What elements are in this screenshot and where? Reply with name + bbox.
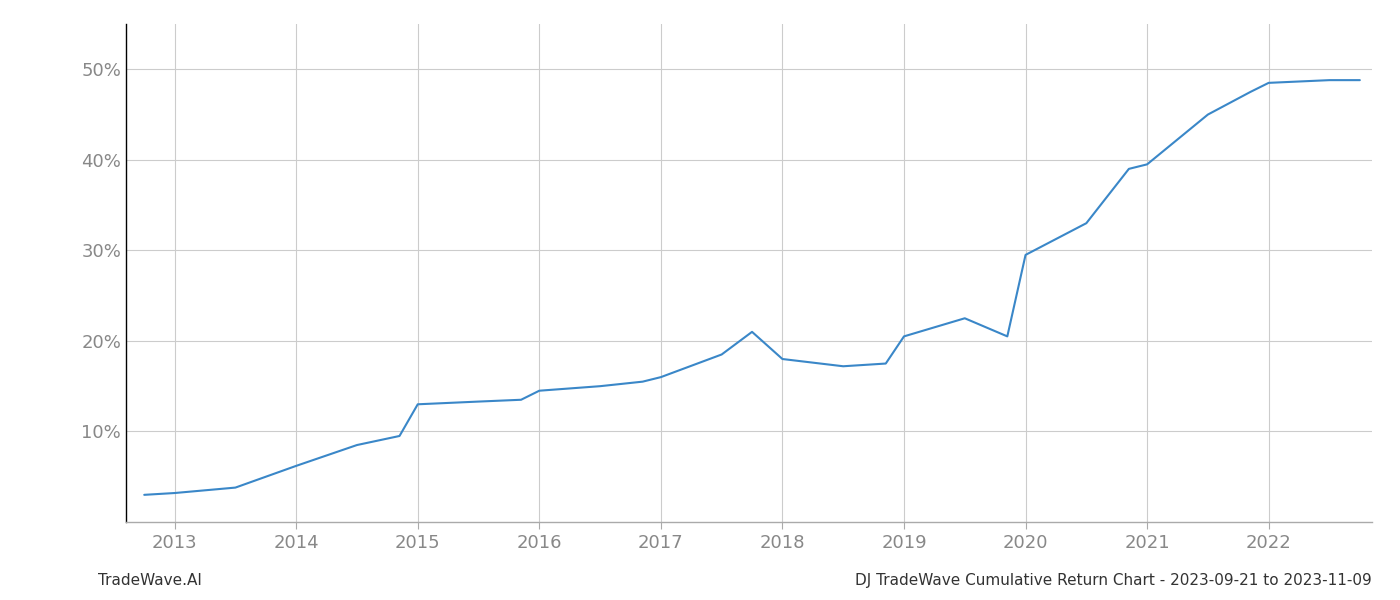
Text: TradeWave.AI: TradeWave.AI	[98, 573, 202, 588]
Text: DJ TradeWave Cumulative Return Chart - 2023-09-21 to 2023-11-09: DJ TradeWave Cumulative Return Chart - 2…	[855, 573, 1372, 588]
